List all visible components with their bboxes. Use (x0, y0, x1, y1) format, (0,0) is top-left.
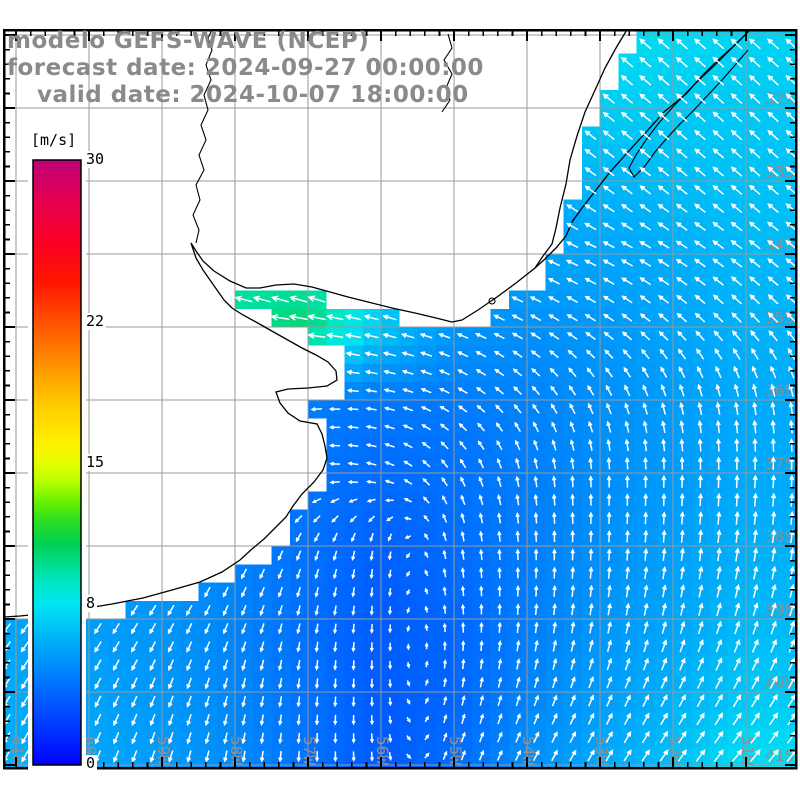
small-island (488, 297, 496, 305)
colorbar-tick-30: 30 (84, 150, 107, 168)
lat-label: 34S (765, 235, 794, 254)
title-forecast-date: forecast date: 2024-09-27 00:00:00 (7, 55, 484, 81)
lon-label: 51W (738, 736, 757, 765)
uruguay_river (192, 30, 213, 244)
land-mask (4, 30, 627, 617)
direction-arrows (4, 30, 796, 768)
colorbar-tick-15: 15 (84, 453, 107, 471)
colorbar-tick-8: 8 (84, 594, 98, 612)
lat-label: 40S (765, 673, 794, 692)
title-model: modelo GEFS-WAVE (NCEP) (7, 28, 370, 54)
rio_negro (441, 33, 453, 113)
lon-label: 56W (373, 736, 392, 765)
lat-label: 36S (765, 381, 794, 400)
lat-label: 37S (765, 454, 794, 473)
graticule (4, 30, 796, 768)
lon-label: 57W (300, 736, 319, 765)
map-frame (2, 28, 798, 770)
lagoon (628, 33, 749, 178)
lon-label: 54W (519, 736, 538, 765)
lon-label: 55W (446, 736, 465, 765)
colorbar (28, 154, 86, 770)
lon-label: 58W (227, 736, 246, 765)
colorbar-gradient (32, 159, 82, 766)
colorbar-tick-22: 22 (84, 312, 107, 330)
colorbar-unit-label: [m/s] (29, 131, 79, 149)
lat-label: 39S (765, 600, 794, 619)
lat-label: 35S (765, 308, 794, 327)
lat-label: 41S (765, 746, 794, 765)
colorbar-tick-0: 0 (84, 754, 98, 772)
lat-label: 38S (765, 527, 794, 546)
coastlines (4, 30, 751, 618)
title-valid-date: valid date: 2024-10-07 18:00:00 (37, 82, 469, 108)
lon-label: 53W (592, 736, 611, 765)
